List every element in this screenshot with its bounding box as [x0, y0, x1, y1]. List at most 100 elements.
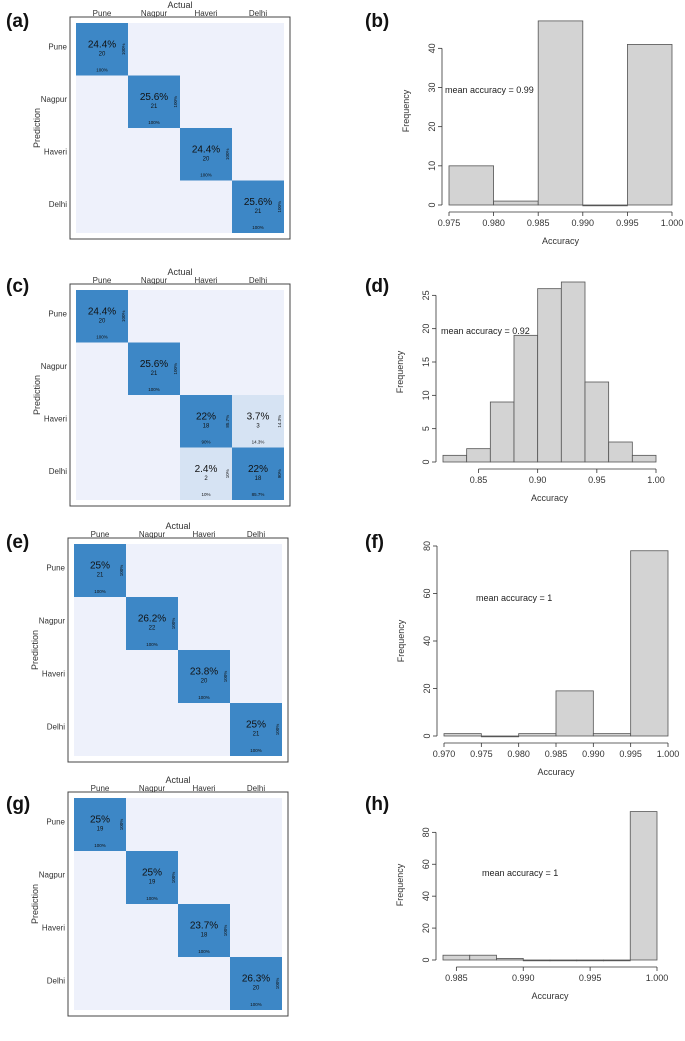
y-axis-label: Frequency [396, 619, 406, 662]
cell-row-percent: 90% [277, 469, 282, 478]
panel-label-a: (a) [6, 11, 29, 32]
x-axis-label: Accuracy [531, 991, 569, 1001]
row-label: Haveri [42, 924, 65, 933]
matrix-cell [180, 395, 232, 448]
y-axis-label: Frequency [395, 350, 405, 393]
cell-count: 2 [204, 476, 208, 482]
cell-percent: 25% [90, 815, 110, 826]
x-tick-label: 0.995 [619, 749, 642, 759]
x-tick-label: 0.970 [433, 749, 456, 759]
confusion-matrix-3: Actual Pune Pune Nagpur Nagpur Haveri Haveri De… [30, 775, 289, 1017]
matrix-cell [74, 798, 126, 851]
matrix-cell [126, 597, 178, 650]
cell-percent: 26.2% [138, 614, 166, 625]
histogram-bar [560, 281, 586, 463]
y-tick-label: 0 [427, 202, 437, 207]
matrix-cell [180, 128, 232, 181]
cell-column-percent: 100% [250, 1002, 262, 1007]
cell-column-percent: 100% [148, 120, 160, 125]
column-label: Pune [91, 530, 110, 539]
panel-label-g: (g) [6, 794, 30, 815]
matrix-cell [230, 703, 282, 756]
x-tick-label: 0.995 [616, 218, 639, 228]
matrix-cell [180, 447, 232, 500]
histogram-bar [592, 733, 632, 737]
histogram-bar [493, 200, 539, 206]
histogram-bar [584, 381, 610, 463]
matrix-ylabel: Prediction [30, 630, 40, 670]
matrix-cell [126, 851, 178, 904]
histogram-bar [582, 204, 628, 207]
cell-column-percent: 100% [250, 748, 262, 753]
y-tick-label: 20 [421, 324, 431, 334]
row-label: Nagpur [41, 95, 68, 104]
cell-count: 3 [256, 423, 260, 429]
column-label: Haveri [194, 276, 217, 285]
cell-count: 18 [255, 476, 262, 482]
row-label: Pune [48, 309, 67, 318]
x-tick-label: 0.990 [572, 218, 595, 228]
row-label: Pune [46, 564, 65, 573]
cell-row-percent: 10% [225, 469, 230, 478]
cell-row-percent: 100% [275, 978, 280, 990]
cell-percent: 2.4% [195, 464, 218, 475]
cell-count: 20 [99, 318, 106, 324]
cell-row-percent: 100% [223, 925, 228, 937]
matrix-title: Actual [167, 267, 192, 277]
matrix-cell [232, 447, 284, 500]
cell-percent: 22% [248, 464, 268, 475]
x-tick-label: 0.990 [582, 749, 605, 759]
x-axis-label: Accuracy [542, 236, 580, 246]
cell-count: 21 [253, 732, 260, 738]
cell-column-percent: 100% [96, 68, 108, 73]
cell-percent: 3.7% [247, 411, 270, 422]
matrix-cell [128, 342, 180, 395]
cell-column-percent: 100% [94, 843, 106, 848]
column-label: Nagpur [141, 9, 168, 18]
panel-label-d: (d) [365, 276, 389, 297]
cell-count: 18 [203, 423, 210, 429]
cell-row-percent: 100% [275, 724, 280, 736]
matrix-cell [230, 957, 282, 1010]
cell-count: 21 [97, 573, 104, 579]
cell-row-percent: 100% [173, 363, 178, 375]
y-tick-label: 0 [421, 957, 431, 962]
matrix-title: Actual [167, 0, 192, 10]
cell-column-percent: 90% [201, 440, 210, 445]
cell-percent: 25% [246, 720, 266, 731]
y-tick-label: 40 [421, 891, 431, 901]
column-label: Haveri [192, 784, 215, 793]
cell-count: 19 [149, 880, 156, 886]
cell-column-percent: 100% [146, 642, 158, 647]
cell-count: 20 [99, 51, 106, 57]
cell-percent: 24.4% [88, 39, 116, 50]
panel-label-h: (h) [365, 794, 389, 815]
cell-column-percent: 85.7% [252, 492, 265, 497]
cell-percent: 23.7% [190, 921, 218, 932]
column-label: Delhi [249, 276, 267, 285]
row-label: Nagpur [39, 617, 66, 626]
x-tick-label: 0.975 [470, 749, 493, 759]
x-tick-label: 0.980 [507, 749, 530, 759]
y-tick-label: 5 [421, 426, 431, 431]
cell-column-percent: 10% [201, 492, 210, 497]
cell-column-percent: 100% [96, 335, 108, 340]
matrix-cell [128, 75, 180, 128]
cell-count: 20 [203, 156, 210, 162]
matrix-ylabel: Prediction [32, 108, 42, 148]
histogram-bar [480, 735, 520, 738]
x-tick-label: 1.000 [661, 218, 684, 228]
x-tick-label: 0.995 [579, 973, 602, 983]
cell-column-percent: 100% [198, 695, 210, 700]
row-label: Nagpur [39, 871, 66, 880]
confusion-matrix-2: Actual Pune Pune Nagpur Nagpur Haveri Haveri De… [30, 521, 289, 763]
histogram-bar [489, 401, 515, 463]
column-label: Nagpur [139, 530, 166, 539]
y-tick-label: 30 [427, 82, 437, 92]
cell-count: 19 [97, 827, 104, 833]
x-tick-label: 0.90 [529, 475, 547, 485]
histogram-bar [469, 954, 497, 961]
panel-label-c: (c) [6, 276, 29, 297]
y-tick-label: 20 [422, 683, 432, 693]
